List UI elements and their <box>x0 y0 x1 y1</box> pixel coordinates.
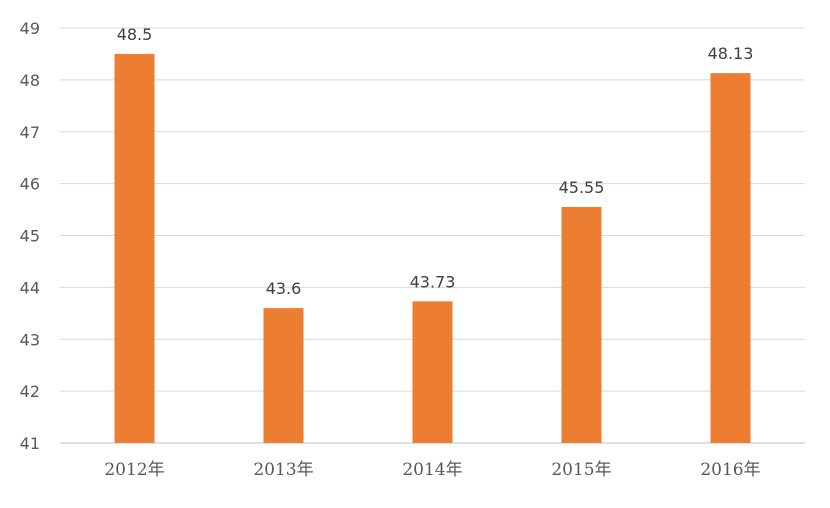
x-category-label: 2013年 <box>253 460 313 480</box>
bar <box>561 206 602 443</box>
x-category-label: 2012年 <box>104 460 164 480</box>
y-tick-label: 45 <box>20 227 40 246</box>
bar-value-label: 48.5 <box>117 25 153 44</box>
x-category-label: 2015年 <box>551 460 611 480</box>
bar <box>263 308 304 443</box>
gridlines <box>60 27 805 444</box>
bar-value-label: 45.55 <box>559 178 605 197</box>
bar <box>710 73 751 443</box>
y-axis-tick-labels: 41 42 43 44 45 46 47 48 49 <box>20 19 40 453</box>
y-tick-label: 47 <box>20 123 40 142</box>
y-tick-label: 43 <box>20 330 40 349</box>
y-tick-label: 44 <box>20 278 40 297</box>
y-tick-label: 48 <box>20 71 40 90</box>
bar <box>412 301 453 443</box>
bar-value-label: 43.6 <box>266 279 302 298</box>
data-labels: 48.5 43.6 43.73 45.55 48.13 <box>117 25 754 298</box>
y-tick-label: 42 <box>20 382 40 401</box>
bar <box>114 53 155 443</box>
bar-value-label: 43.73 <box>410 272 456 291</box>
x-axis-category-labels: 2012年 2013年 2014年 2015年 2016年 <box>104 460 760 480</box>
x-category-label: 2014年 <box>402 460 462 480</box>
y-tick-label: 46 <box>20 175 40 194</box>
x-category-label: 2016年 <box>700 460 760 480</box>
bar-value-label: 48.13 <box>708 44 754 63</box>
bars <box>114 53 751 443</box>
y-tick-label: 49 <box>20 19 40 38</box>
y-tick-label: 41 <box>20 434 40 453</box>
